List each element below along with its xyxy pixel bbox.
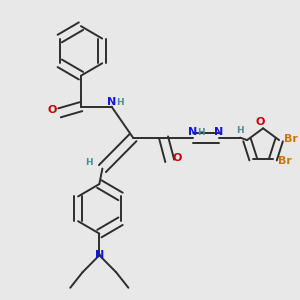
Text: O: O [173, 153, 182, 163]
Text: N: N [188, 127, 197, 137]
Text: H: H [236, 126, 244, 135]
Text: N: N [95, 250, 104, 260]
Text: Br: Br [284, 134, 298, 143]
Text: Br: Br [278, 156, 292, 166]
Text: N: N [214, 127, 223, 137]
Text: O: O [255, 117, 265, 127]
Text: H: H [197, 128, 205, 136]
Text: H: H [85, 158, 92, 167]
Text: H: H [116, 98, 124, 106]
Text: N: N [107, 97, 116, 107]
Text: O: O [47, 105, 57, 115]
